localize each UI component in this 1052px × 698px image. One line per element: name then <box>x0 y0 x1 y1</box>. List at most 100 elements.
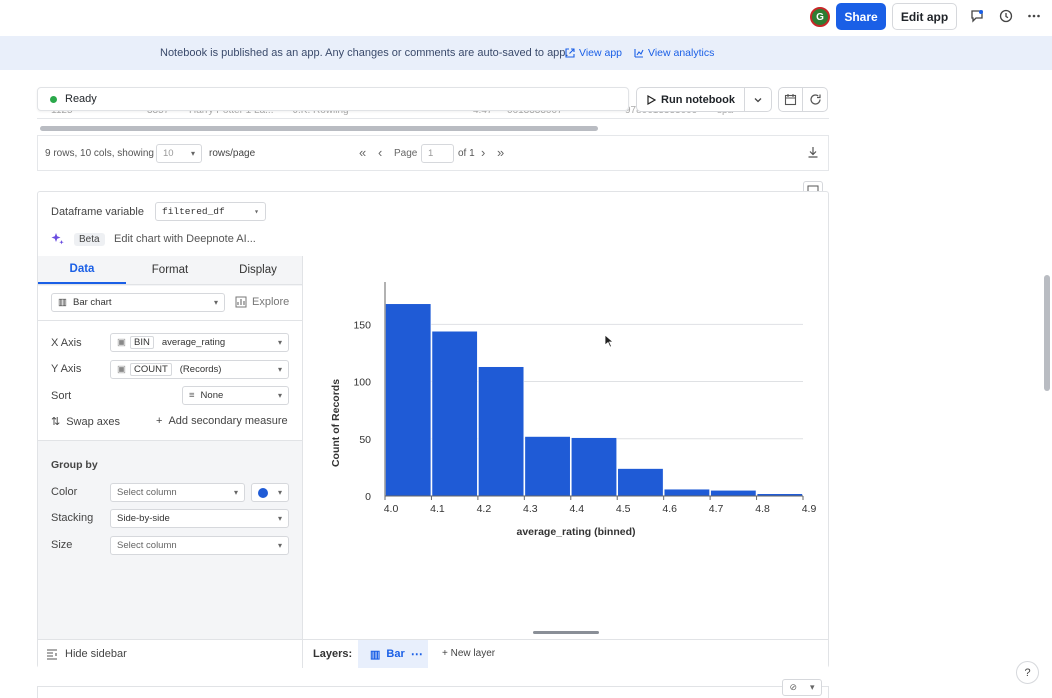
chart-config-sidebar: Data Format Display ▥ Bar chart ▾ Explore … <box>38 256 303 668</box>
top-bar: G Share Edit app <box>0 0 1052 36</box>
x-axis-title: average_rating (binned) <box>516 526 635 538</box>
x-tick-label: 4.0 <box>384 503 399 515</box>
last-page-icon[interactable]: » <box>497 145 505 160</box>
y-axis-select[interactable]: ▣ COUNT (Records) ▾ <box>110 360 289 379</box>
layer-tab-bar[interactable]: ▥ Bar ⋯ <box>358 640 428 668</box>
color-column-select[interactable]: Select column ▾ <box>110 483 245 502</box>
refresh-button[interactable] <box>803 87 828 112</box>
size-label: Size <box>51 539 73 551</box>
download-icon[interactable] <box>807 146 819 161</box>
bar <box>663 488 710 497</box>
layer-options-icon: ⋯ <box>410 647 423 661</box>
field-type-icon: ▣ <box>117 364 126 375</box>
help-icon[interactable]: ? <box>1016 661 1039 684</box>
tab-data[interactable]: Data <box>38 256 126 284</box>
plus-icon: + <box>156 415 163 427</box>
next-page-icon[interactable]: › <box>481 145 486 160</box>
prev-page-icon[interactable]: ‹ <box>378 145 383 160</box>
stacking-label: Stacking <box>51 512 94 524</box>
swap-axes-button[interactable]: ⇅ Swap axes <box>51 415 121 429</box>
share-button[interactable]: Share <box>836 3 886 30</box>
stacking-select[interactable]: Side-by-side ▾ <box>110 509 289 528</box>
bar <box>617 468 664 497</box>
hide-sidebar-button[interactable]: Hide sidebar <box>46 648 127 660</box>
edit-app-button[interactable]: Edit app <box>892 3 957 30</box>
bar-chart-icon: ▥ <box>58 297 67 308</box>
chart-block: Dataframe variable filtered_df ▾ Beta Edi… <box>37 191 829 668</box>
ai-sparkle-icon <box>51 232 65 249</box>
y-tick-label: 50 <box>359 434 371 446</box>
play-icon <box>647 94 657 105</box>
user-avatar[interactable]: G <box>810 7 830 27</box>
x-axis-label: X Axis <box>51 337 82 349</box>
status-dot <box>50 95 57 103</box>
more-options-icon[interactable] <box>1026 8 1042 24</box>
view-analytics-link[interactable]: View analytics <box>634 47 714 59</box>
table-pagination-footer: 9 rows, 10 cols, showing 10 ▾ rows/page «… <box>37 135 829 171</box>
chart-bottom-bar: Hide sidebar Layers: ▥ Bar ⋯ + New layer <box>38 639 828 668</box>
add-secondary-measure-button[interactable]: + Add secondary measure <box>156 415 288 427</box>
explore-icon <box>235 296 247 308</box>
y-tick-label: 100 <box>353 377 371 389</box>
banner-text: Notebook is published as an app. Any cha… <box>160 47 569 59</box>
color-swatch <box>258 487 268 498</box>
comments-icon[interactable] <box>969 8 985 24</box>
table-horizontal-scrollbar[interactable] <box>40 126 598 131</box>
published-banner: Notebook is published as an app. Any cha… <box>0 36 1052 70</box>
x-tick-label: 4.1 <box>430 503 445 515</box>
bar <box>710 489 757 497</box>
explore-button[interactable]: Explore <box>235 296 289 308</box>
tab-format[interactable]: Format <box>151 264 189 276</box>
rows-per-page-label: rows/page <box>209 148 256 159</box>
page-count: of 1 <box>458 148 475 159</box>
y-axis-aggregation: COUNT <box>129 363 172 376</box>
block-visibility-control[interactable]: ⊘ ▾ <box>782 679 822 696</box>
tab-display[interactable]: Display <box>239 264 277 276</box>
status-label: Ready <box>65 93 97 105</box>
bar <box>431 330 478 497</box>
bar <box>478 366 525 497</box>
bar-layer-icon: ▥ <box>370 648 381 661</box>
x-tick-label: 4.2 <box>477 503 492 515</box>
history-icon[interactable] <box>998 8 1014 24</box>
sort-select[interactable]: ≡ None ▾ <box>182 386 289 405</box>
run-notebook-control: Run notebook <box>636 87 772 112</box>
chevron-down-icon: ▾ <box>254 207 259 217</box>
new-layer-button[interactable]: + New layer <box>442 648 496 659</box>
ai-edit-prompt[interactable]: Edit chart with Deepnote AI... <box>114 233 256 245</box>
color-swatch-select[interactable]: ▾ <box>251 483 289 502</box>
chart-type-select[interactable]: ▥ Bar chart ▾ <box>51 293 225 312</box>
sort-icon: ≡ <box>189 390 195 401</box>
dataframe-variable-label: Dataframe variable <box>51 206 144 218</box>
config-tabs: Data Format Display <box>38 256 302 285</box>
page-vertical-scrollbar[interactable] <box>1044 275 1050 391</box>
page-label: Page <box>394 148 418 159</box>
view-app-link[interactable]: View app <box>565 47 622 59</box>
calendar-icon <box>784 94 797 106</box>
first-page-icon[interactable]: « <box>359 145 367 160</box>
field-type-icon: ▣ <box>117 337 126 348</box>
refresh-icon <box>809 94 821 105</box>
x-tick-label: 4.4 <box>569 503 584 515</box>
external-link-icon <box>565 48 575 58</box>
next-block-edge <box>37 686 829 698</box>
x-tick-label: 4.7 <box>709 503 724 515</box>
size-column-select[interactable]: Select column ▾ <box>110 536 289 555</box>
rows-summary: 9 rows, 10 cols, showing <box>45 148 154 159</box>
sidebar-icon <box>47 648 57 660</box>
y-axis-label: Y Axis <box>51 363 82 375</box>
x-tick-label: 4.6 <box>662 503 677 515</box>
x-tick-label: 4.3 <box>523 503 538 515</box>
run-options-dropdown[interactable] <box>745 95 771 105</box>
page-number-input[interactable]: 1 <box>421 144 454 163</box>
run-notebook-button[interactable]: Run notebook <box>637 88 745 111</box>
schedule-button[interactable] <box>778 87 803 112</box>
x-axis-aggregation: BIN <box>129 336 154 349</box>
dataframe-variable-select[interactable]: filtered_df ▾ <box>155 202 266 221</box>
x-axis-select[interactable]: ▣ BIN average_rating ▾ <box>110 333 289 352</box>
y-tick-label: 150 <box>353 319 371 331</box>
rows-per-page-select[interactable]: 10 ▾ <box>156 144 202 163</box>
bar <box>570 437 618 497</box>
group-by-heading: Group by <box>51 459 98 471</box>
resize-handle[interactable] <box>533 631 599 634</box>
